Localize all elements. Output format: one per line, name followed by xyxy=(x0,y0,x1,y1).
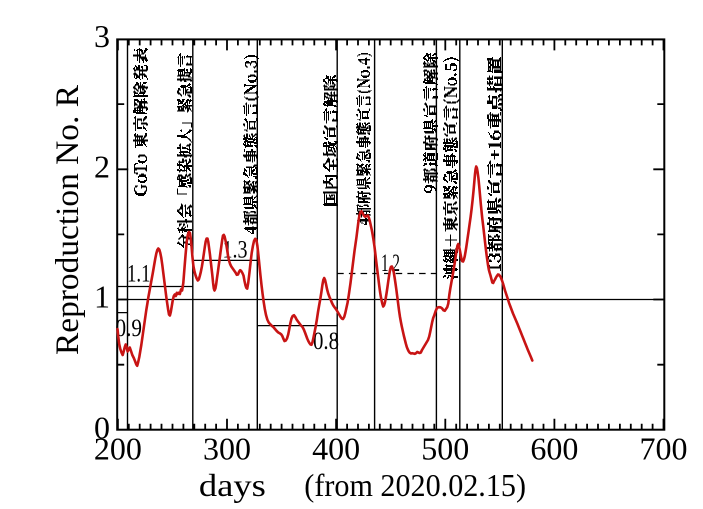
svg-text:3: 3 xyxy=(94,18,110,54)
svg-text:2: 2 xyxy=(94,148,110,184)
svg-text:0.8: 0.8 xyxy=(313,328,339,355)
svg-text:700: 700 xyxy=(640,431,688,467)
svg-text:0.9: 0.9 xyxy=(116,315,143,342)
svg-text:600: 600 xyxy=(530,431,578,467)
svg-text:1.1: 1.1 xyxy=(127,261,151,288)
svg-text:1.2: 1.2 xyxy=(381,250,400,277)
svg-text:200: 200 xyxy=(94,431,142,467)
svg-text:Reproduction No. R: Reproduction No. R xyxy=(50,85,86,355)
svg-text:days: days xyxy=(199,467,266,503)
svg-text:0: 0 xyxy=(94,409,110,445)
svg-text:400: 400 xyxy=(312,431,360,467)
svg-text:1: 1 xyxy=(94,279,110,315)
svg-text:(from 2020.02.15): (from 2020.02.15) xyxy=(304,467,526,503)
svg-text:500: 500 xyxy=(421,431,469,467)
svg-text:300: 300 xyxy=(203,431,251,467)
